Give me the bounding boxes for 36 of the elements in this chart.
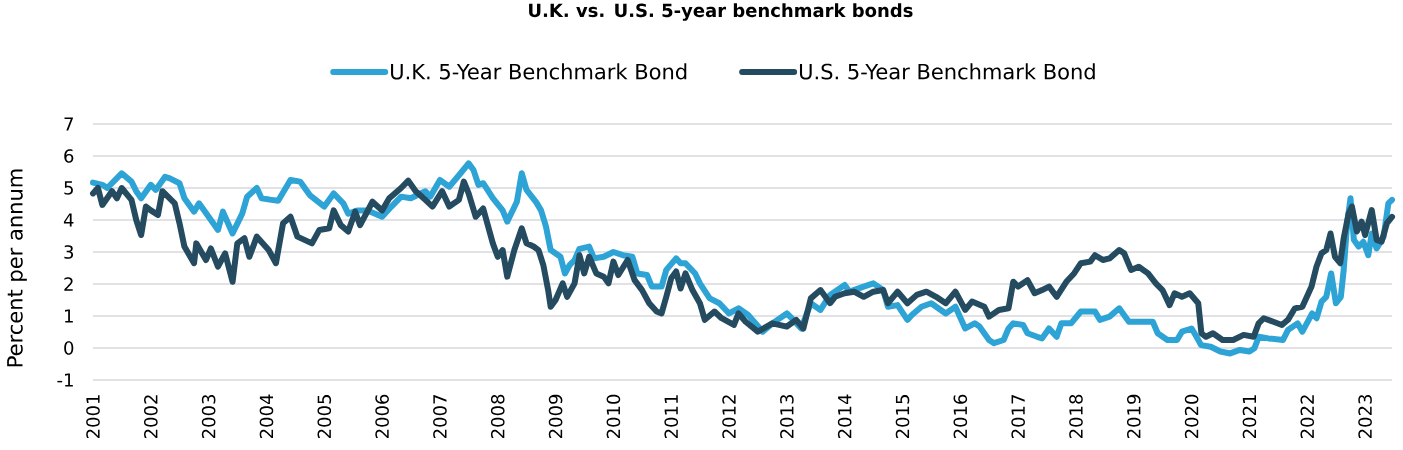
- x-tick-label: 2023: [1358, 394, 1372, 439]
- y-tick-label: 6: [64, 149, 74, 163]
- legend-label: U.S. 5-Year Benchmark Bond: [799, 63, 1095, 80]
- x-tick-label: 2006: [375, 394, 389, 439]
- y-tick-label: -1: [57, 373, 73, 387]
- x-tick-label: 2004: [259, 394, 274, 439]
- y-tick-label: 3: [64, 245, 74, 259]
- x-tick-label: 2019: [1126, 394, 1141, 439]
- x-tick-label: 2018: [1069, 394, 1083, 439]
- x-tick-label: 2005: [317, 395, 332, 439]
- x-tick-label: 2002: [144, 395, 158, 439]
- y-tick-label: 4: [63, 213, 74, 227]
- y-tick-label: 2: [64, 277, 73, 291]
- chart-title: U.K. vs. U.S. 5-year benchmark bonds: [529, 3, 913, 21]
- y-tick-label: 0: [64, 341, 74, 355]
- y-tick-label: 5: [64, 181, 73, 195]
- y-tick-label: 1: [65, 309, 73, 323]
- x-tick-label: 2020: [1184, 394, 1199, 439]
- x-tick-label: 2022: [1300, 395, 1315, 439]
- x-tick-label: 2007: [433, 395, 447, 439]
- legend-label: U.K. 5-Year Benchmark Bond: [391, 63, 687, 80]
- x-tick-label: 2009: [548, 394, 563, 439]
- x-tick-label: 2010: [606, 394, 621, 439]
- y-axis-title: Percent per annum: [7, 169, 27, 367]
- x-tick-label: 2015: [895, 395, 910, 439]
- x-tick-label: 2011: [664, 395, 679, 439]
- x-tick-label: 2008: [490, 394, 505, 439]
- x-tick-label: 2013: [780, 394, 794, 439]
- y-tick-label: 7: [64, 117, 73, 131]
- x-tick-label: 2003: [201, 394, 216, 439]
- x-tick-label: 2021: [1242, 395, 1257, 439]
- x-tick-label: 2014: [837, 394, 852, 439]
- x-tick-label: 2001: [86, 395, 100, 439]
- x-tick-label: 2016: [953, 394, 968, 439]
- x-tick-label: 2012: [722, 395, 736, 439]
- x-tick-label: 2017: [1011, 395, 1025, 439]
